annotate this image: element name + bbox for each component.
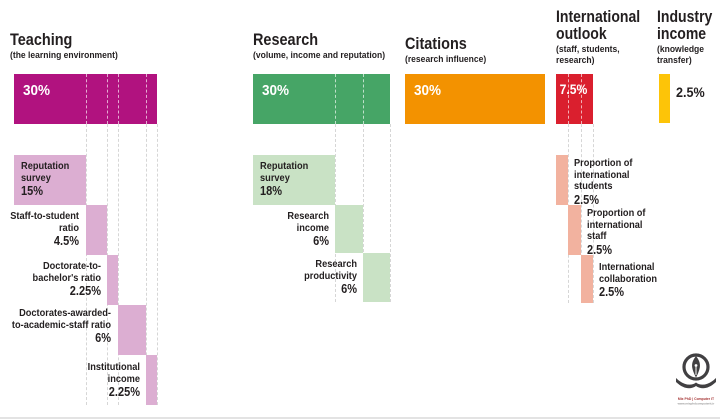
component-label: Reputation survey 15% [14,155,77,198]
component-block-international-staff [568,205,581,255]
watermark-line1: Mix PhD | Computer IT [678,397,715,401]
segment-divider [580,74,582,124]
weight-value: 7.5% [559,82,588,97]
pen-nib-icon [682,353,710,381]
section-subtitle: (the learning environment) [10,50,118,61]
component-block-international-students [556,155,569,205]
component-value: 2.25% [69,284,101,298]
component-value: 15% [21,184,44,198]
segment-divider [85,74,87,124]
watermark-line2: www.mixphdcomputerit.ir [677,402,716,406]
segment-divider [335,74,337,124]
component-label-text: Doctorates-awarded-to-academic-staff rat… [11,307,112,331]
teaching-weight-bar: 30% [14,74,157,124]
section-title: Industry income [657,8,713,43]
research-weight-bar: 30% [253,74,390,124]
component-label-text: Research productivity [303,258,357,282]
component-label: Doctorates-awarded-to-academic-staff rat… [11,307,112,345]
gridline [390,124,391,302]
component-label-text: Reputation survey [260,160,309,184]
gridline [157,124,158,405]
gridline [362,124,364,302]
weight-value: 30% [414,82,442,99]
component-label: Reputation survey 18% [253,155,325,198]
international-weight-bar: 7.5% [556,74,593,124]
gridline [593,124,594,303]
component-block-reputation-survey: Reputation survey 18% [253,155,336,205]
component-label: Proportion of international staff 2.5% [587,207,662,257]
component-label-text: Research income [287,210,329,234]
section-subtitle: (knowledge transfer) [657,44,705,66]
weight-value: 30% [262,82,290,99]
segment-divider [362,74,364,124]
component-block-international-collaboration [580,255,593,303]
component-label: Staff-to-student ratio 4.5% [0,210,80,248]
component-value: 6% [313,234,329,248]
bottom-divider [0,417,720,419]
segment-divider [107,74,108,124]
component-label: Research productivity 6% [273,258,357,296]
component-value: 6% [340,282,357,296]
component-block-research-productivity [362,253,390,302]
component-value: 18% [260,184,283,198]
segment-divider [568,74,570,124]
component-block-institutional-income [146,355,157,405]
component-label: Proportion of international students 2.5… [574,157,649,207]
segment-divider [117,74,119,124]
section-title: Citations [405,34,467,53]
section-subtitle: (volume, income and reputation) [253,50,386,61]
component-label-text: Doctorate-to-bachelor's ratio [32,260,101,284]
component-label: Institutional income 2.25% [56,361,140,399]
component-label-text: Proportion of international staff [587,207,646,242]
component-value: 2.5% [599,285,625,299]
gridline [146,124,148,405]
section-subtitle: (staff, students, research) [556,44,620,66]
weight-value: 2.5% [676,84,705,100]
citations-weight-bar: 30% [405,74,545,124]
section-subtitle: (research influence) [405,54,487,65]
component-value: 2.25% [108,385,140,399]
component-label-text: Staff-to-student ratio [10,210,80,234]
component-label-text: Proportion of international students [574,157,633,192]
gridline [580,124,582,303]
section-title: Teaching [10,30,73,49]
component-block-doctorate-bachelor-ratio [107,255,118,305]
component-label-text: International collaboration [599,261,658,285]
component-block-doctorates-awarded-ratio [117,305,147,355]
component-label-text: Institutional income [87,361,140,385]
component-value: 4.5% [53,234,79,248]
gridline [117,124,119,405]
component-value: 2.5% [587,242,613,257]
section-title: International outlook [556,8,641,43]
weight-value: 30% [23,82,51,99]
component-label-text: Reputation survey [21,160,70,184]
section-title: Research [253,30,319,49]
component-block-staff-student-ratio [85,205,107,255]
component-block-reputation-survey: Reputation survey 15% [14,155,86,205]
component-block-research-income [335,205,363,253]
component-value: 6% [95,331,111,345]
component-label: International collaboration 2.5% [599,261,683,299]
open-book-icon [676,378,716,389]
industry-income-weight-bar [659,74,670,123]
component-label: Doctorate-to-bachelor's ratio 2.25% [17,260,101,298]
component-value: 2.5% [574,192,600,207]
component-label: Research income 6% [259,210,329,248]
gridline [85,124,87,405]
segment-divider [146,74,148,124]
publisher-logo: Mix PhD | Computer IT www.mixphdcomputer… [676,353,716,406]
